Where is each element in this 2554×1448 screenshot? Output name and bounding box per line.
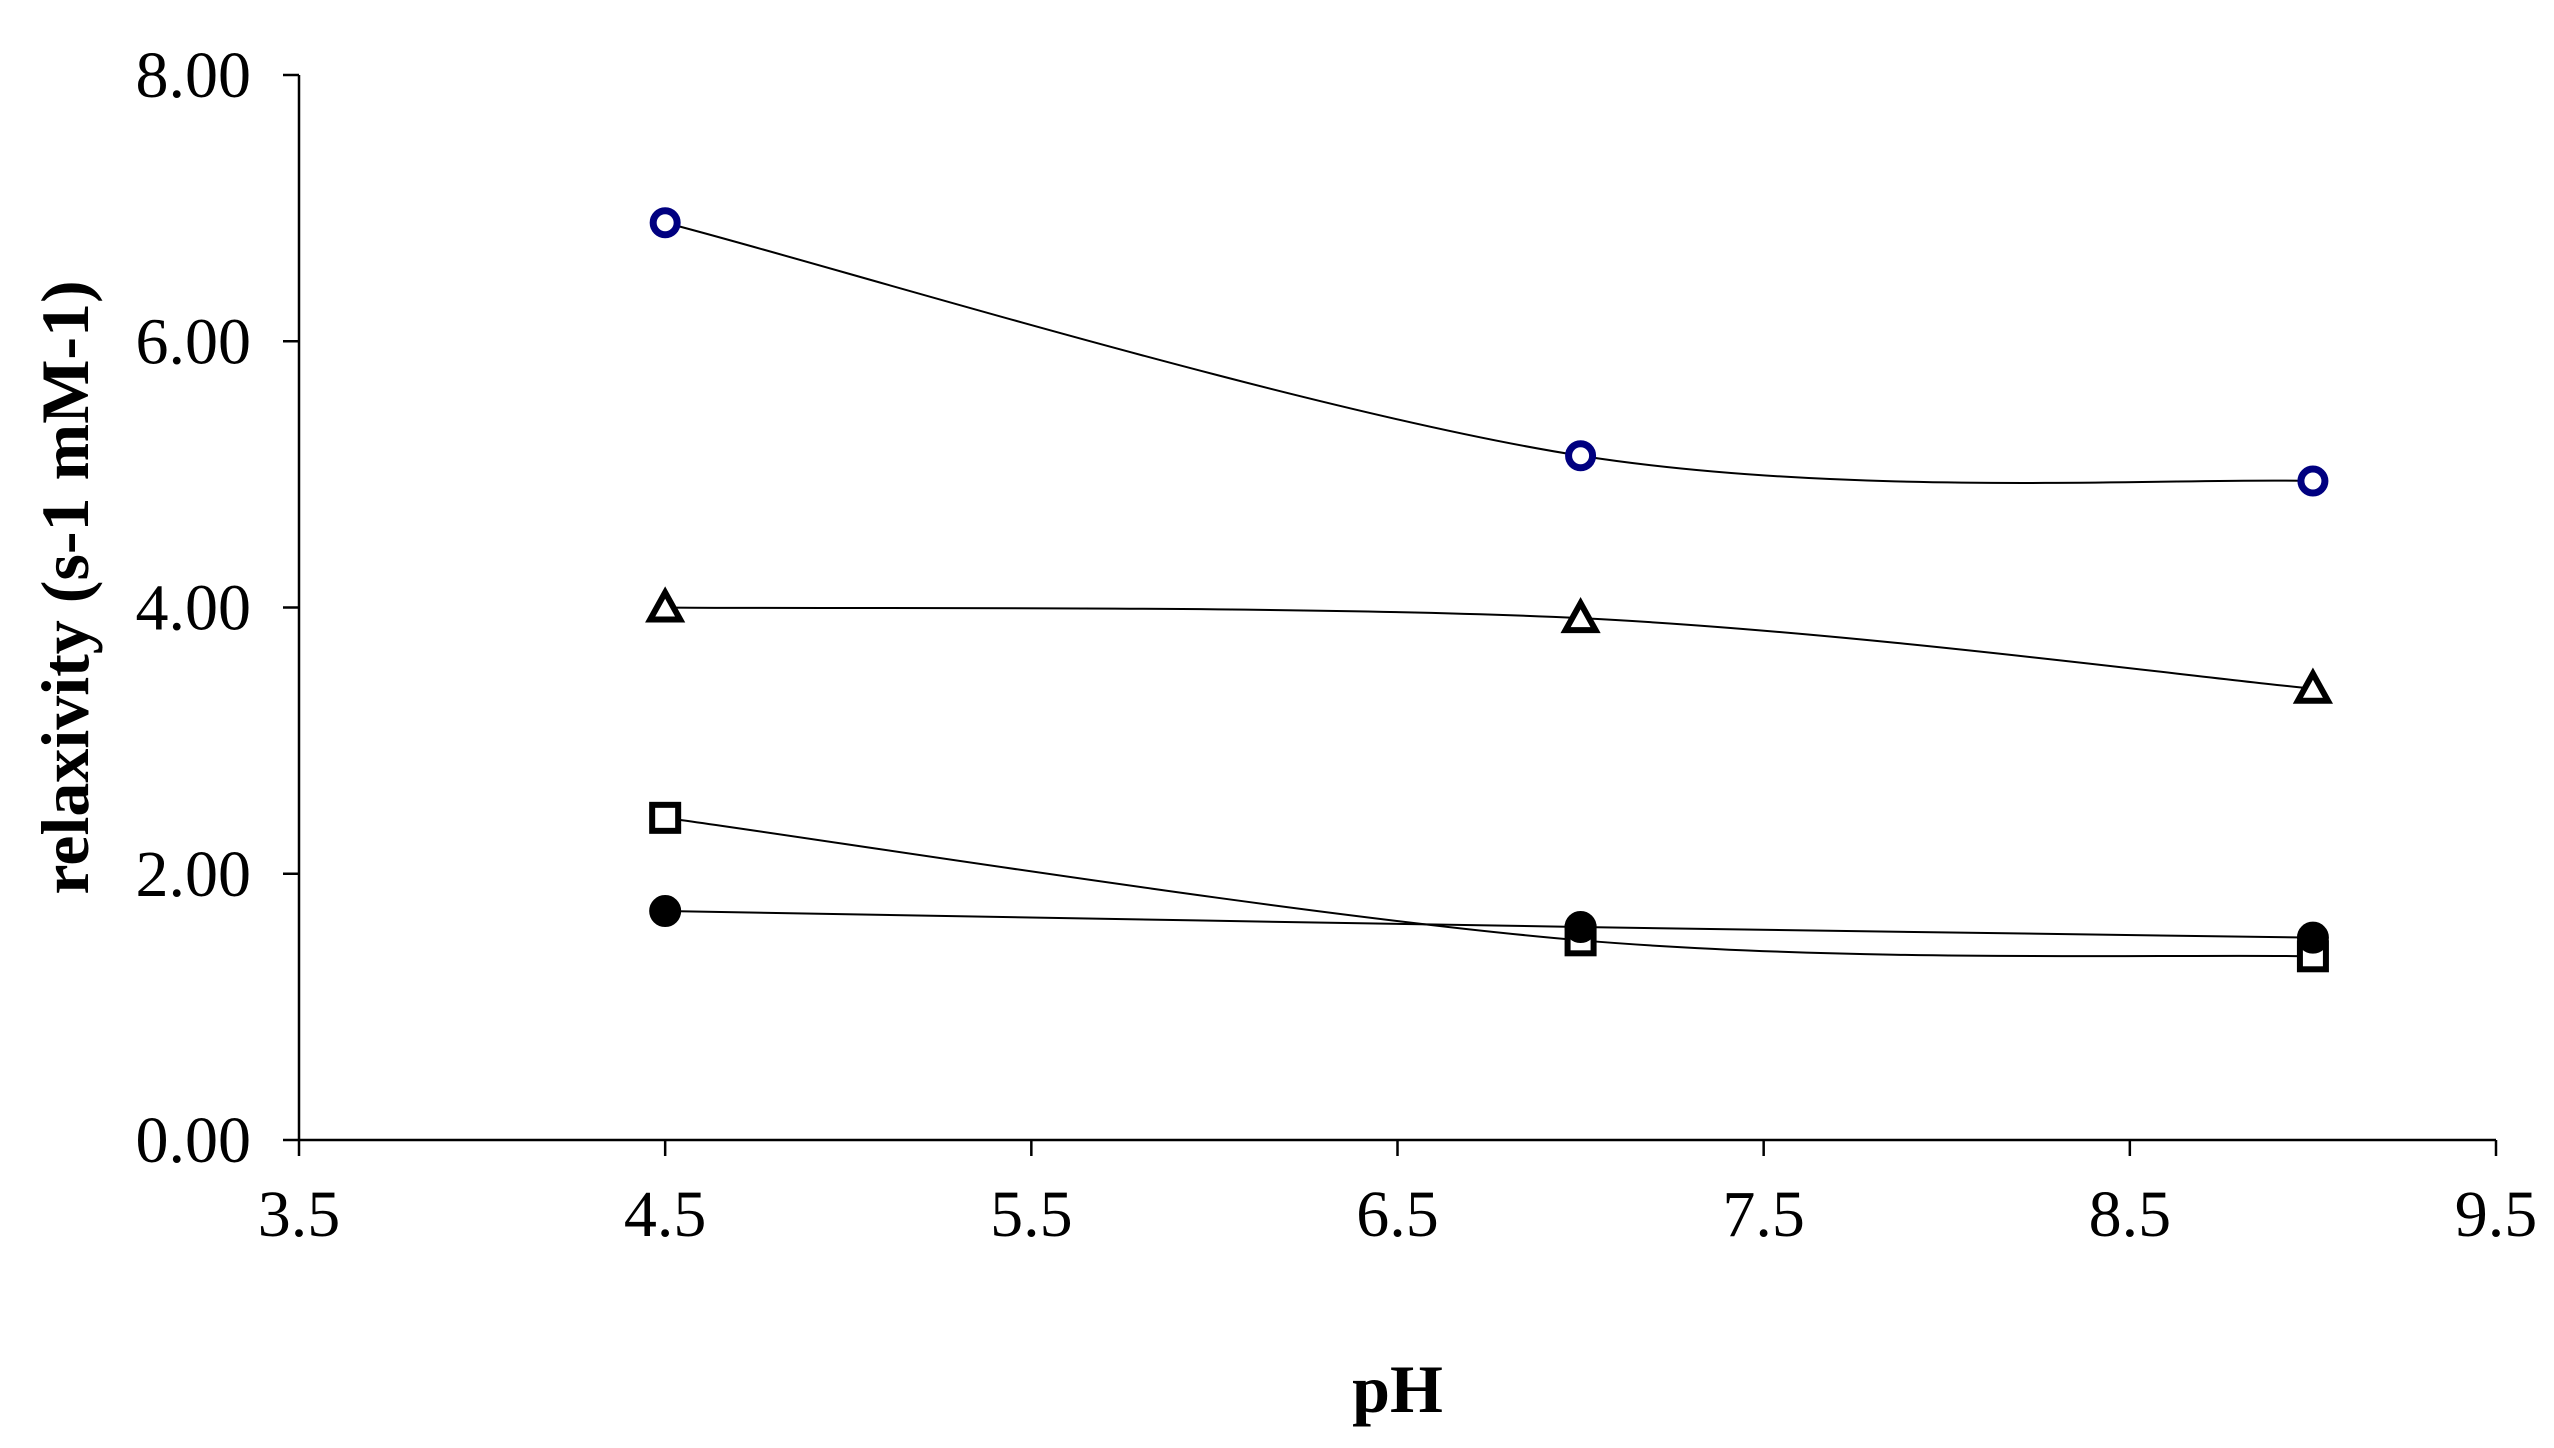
x-tick-label: 4.5 xyxy=(624,1178,707,1251)
series-open-triangle xyxy=(645,586,2334,704)
series-group xyxy=(645,207,2334,973)
data-point-open-triangle xyxy=(1560,596,1601,634)
data-point-open-square xyxy=(649,801,682,834)
series-open-circle xyxy=(649,207,2329,497)
x-tick-label: 6.5 xyxy=(1356,1178,1439,1251)
x-ticks: 3.5 4.5 5.5 6.5 7.5 8.5 9.5 xyxy=(258,1140,2538,1251)
x-tick-label: 7.5 xyxy=(1722,1178,1805,1251)
y-tick-label: 0.00 xyxy=(136,1104,252,1177)
x-tick-label: 8.5 xyxy=(2089,1178,2172,1251)
x-tick-label: 5.5 xyxy=(990,1178,1073,1251)
x-tick-label: 3.5 xyxy=(258,1178,341,1251)
data-point-open-circle xyxy=(649,207,681,239)
y-ticks: 0.00 2.00 4.00 6.00 8.00 xyxy=(136,39,299,1177)
data-point-filled-circle xyxy=(1564,911,1597,943)
series-line xyxy=(664,221,2313,484)
y-tick-label: 4.00 xyxy=(136,572,252,645)
data-point-filled-circle xyxy=(2296,921,2329,954)
series-open-square xyxy=(649,801,2329,973)
x-axis-title: pH xyxy=(1352,1351,1443,1427)
data-point-open-circle xyxy=(1565,440,1597,472)
data-point-open-circle xyxy=(2297,465,2329,497)
data-point-filled-circle xyxy=(649,895,682,928)
data-point-open-triangle xyxy=(2292,667,2334,704)
series-line xyxy=(665,606,2314,690)
axes xyxy=(297,75,2496,1142)
y-axis-title: relaxivity (s-1 mM-1) xyxy=(27,280,103,894)
y-tick-label: 6.00 xyxy=(136,305,252,378)
series-filled-circle xyxy=(649,895,2329,954)
y-tick-label: 8.00 xyxy=(136,39,252,112)
series-line xyxy=(665,816,2313,958)
data-point-open-triangle xyxy=(645,586,686,623)
series-line xyxy=(665,910,2313,939)
x-tick-label: 9.5 xyxy=(2455,1178,2538,1251)
y-tick-label: 2.00 xyxy=(136,838,252,911)
